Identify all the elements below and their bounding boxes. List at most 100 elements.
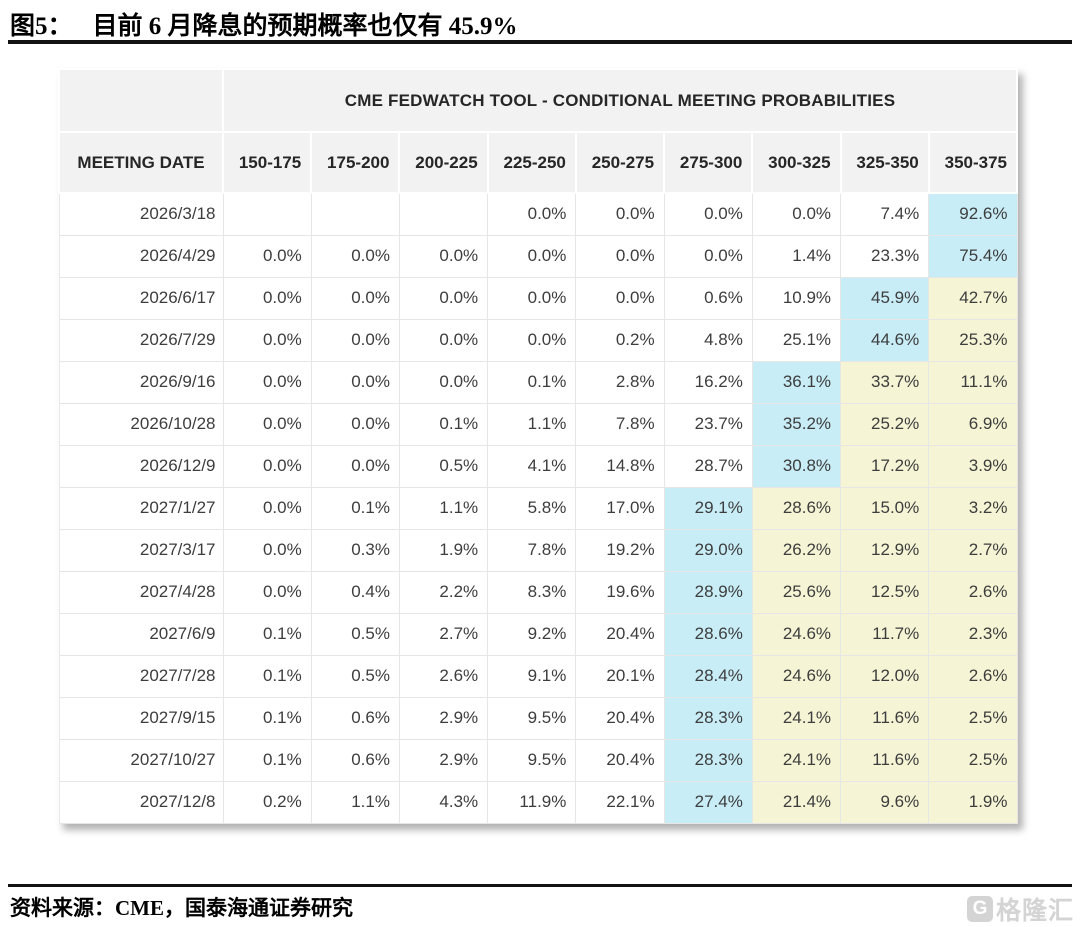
probability-cell: 9.5% <box>487 696 577 740</box>
probability-cell: 0.0% <box>487 276 577 320</box>
column-header-row: MEETING DATE 150-175 175-200 200-225 225-250… <box>58 131 1019 194</box>
probability-cell <box>310 192 400 236</box>
meeting-date-cell: 2027/9/15 <box>58 696 224 740</box>
rate-range-column-header: 350-375 <box>927 131 1019 194</box>
probability-cell: 25.3% <box>928 318 1018 362</box>
gelonghui-logo-text: 格隆汇 <box>995 897 1074 925</box>
probability-cell: 30.8% <box>751 444 842 488</box>
meeting-date-cell: 2027/7/28 <box>58 654 224 698</box>
probability-cell: 1.9% <box>398 528 489 572</box>
probability-cell: 35.2% <box>751 402 842 446</box>
probability-cell: 0.1% <box>487 360 577 404</box>
probability-cell: 26.2% <box>751 528 842 572</box>
probability-cell: 20.4% <box>575 696 665 740</box>
probability-cell: 11.7% <box>840 612 930 656</box>
probability-cell: 20.4% <box>575 738 665 782</box>
rate-range-column-header: 175-200 <box>310 131 401 194</box>
probability-cell: 0.1% <box>222 612 312 656</box>
source-attribution: 资料来源：CME，国泰海通证券研究 <box>10 896 353 920</box>
probability-cell: 27.4% <box>663 780 753 824</box>
probability-cell: 0.0% <box>487 192 577 236</box>
probability-cell: 12.5% <box>840 570 930 614</box>
probability-cell: 19.6% <box>575 570 665 614</box>
meeting-date-cell: 2027/12/8 <box>58 780 224 824</box>
figure-title: 图5： 目前 6 月降息的预期概率也仅有 45.9% <box>10 6 518 42</box>
probability-cell: 0.0% <box>222 402 312 446</box>
probability-cell: 4.3% <box>398 780 489 824</box>
probability-cell: 75.4% <box>928 234 1018 278</box>
probability-cell: 0.4% <box>310 570 400 614</box>
probability-cell: 33.7% <box>840 360 930 404</box>
rate-range-column-header: 200-225 <box>398 131 489 194</box>
probability-cell: 28.9% <box>663 570 753 614</box>
probability-cell: 0.0% <box>575 234 665 278</box>
table-row: 2026/9/16 0.0% 0.0% 0.0% 0.1% 2.8% 16.2% 36.1% 3… <box>58 360 1018 404</box>
probability-cell: 1.1% <box>487 402 577 446</box>
table-row: 2027/1/27 0.0% 0.1% 1.1% 5.8% 17.0% 29.1% 28.6%… <box>58 486 1018 530</box>
probability-cell: 28.4% <box>663 654 753 698</box>
probability-cell: 45.9% <box>840 276 930 320</box>
probability-cell: 0.0% <box>398 360 489 404</box>
table-row: 2026/7/29 0.0% 0.0% 0.0% 0.0% 0.2% 4.8% 25.1% 44… <box>58 318 1018 362</box>
probability-cell: 0.0% <box>222 528 312 572</box>
probability-cell: 7.8% <box>575 402 665 446</box>
probability-cell: 0.0% <box>751 192 842 236</box>
probability-cell: 28.6% <box>751 486 842 530</box>
probability-cell: 0.0% <box>310 234 400 278</box>
probability-cell: 1.9% <box>928 780 1018 824</box>
probability-cell: 24.6% <box>751 612 842 656</box>
table-body: 2026/3/18 0.0% 0.0% 0.0% 0.0% 7.4% 92.6% 2026/4… <box>58 192 1018 824</box>
table-row: 2027/4/28 0.0% 0.4% 2.2% 8.3% 19.6% 28.9% 25.6%… <box>58 570 1018 614</box>
rate-range-column-header: 225-250 <box>486 131 577 194</box>
probability-cell: 4.1% <box>487 444 577 488</box>
table-row: 2027/3/17 0.0% 0.3% 1.9% 7.8% 19.2% 29.0% 26.2%… <box>58 528 1018 572</box>
probability-cell: 0.5% <box>310 654 400 698</box>
probability-cell: 24.1% <box>751 696 842 740</box>
probability-cell: 0.1% <box>222 738 312 782</box>
probability-cell: 17.2% <box>840 444 930 488</box>
probability-cell: 14.8% <box>575 444 665 488</box>
probability-cell: 0.1% <box>310 486 400 530</box>
table-header: CME FEDWATCH TOOL - CONDITIONAL MEETING … <box>58 68 1019 194</box>
probability-cell: 0.0% <box>487 234 577 278</box>
probability-cell: 0.5% <box>398 444 489 488</box>
probability-cell: 2.2% <box>398 570 489 614</box>
probability-cell: 0.1% <box>222 696 312 740</box>
probability-cell: 42.7% <box>928 276 1018 320</box>
probability-cell: 0.3% <box>310 528 400 572</box>
rate-range-column-header: 150-175 <box>221 131 313 194</box>
probability-table: CME FEDWATCH TOOL - CONDITIONAL MEETING … <box>58 68 1019 824</box>
probability-cell: 0.6% <box>310 738 400 782</box>
probability-cell: 7.4% <box>840 192 930 236</box>
probability-cell: 36.1% <box>751 360 842 404</box>
probability-cell: 0.0% <box>222 486 312 530</box>
meeting-date-column-header: MEETING DATE <box>58 131 224 194</box>
probability-cell: 10.9% <box>751 276 842 320</box>
table-row: 2026/6/17 0.0% 0.0% 0.0% 0.0% 0.0% 0.6% 10.9% 45… <box>58 276 1018 320</box>
probability-cell: 15.0% <box>840 486 930 530</box>
probability-cell: 28.6% <box>663 612 753 656</box>
probability-cell: 0.2% <box>222 780 312 824</box>
probability-cell: 0.0% <box>487 318 577 362</box>
probability-cell: 23.7% <box>663 402 753 446</box>
figure-number-label: 图5： <box>10 13 73 40</box>
probability-cell: 12.9% <box>840 528 930 572</box>
probability-cell: 1.4% <box>751 234 842 278</box>
probability-cell: 1.1% <box>310 780 400 824</box>
probability-cell: 11.6% <box>840 738 930 782</box>
table-row: 2026/12/9 0.0% 0.0% 0.5% 4.1% 14.8% 28.7% 30.8%… <box>58 444 1018 488</box>
rate-range-column-header: 300-325 <box>751 131 842 194</box>
probability-cell: 2.5% <box>928 738 1018 782</box>
table-title-row: CME FEDWATCH TOOL - CONDITIONAL MEETING … <box>58 68 1018 133</box>
probability-cell: 24.6% <box>751 654 842 698</box>
probability-cell: 0.0% <box>310 360 400 404</box>
probability-cell: 16.2% <box>663 360 753 404</box>
title-divider-rule <box>8 40 1072 44</box>
probability-cell: 24.1% <box>751 738 842 782</box>
probability-cell <box>222 192 312 236</box>
probability-cell: 12.0% <box>840 654 930 698</box>
probability-cell: 44.6% <box>840 318 930 362</box>
probability-cell: 22.1% <box>575 780 665 824</box>
probability-cell: 9.2% <box>487 612 577 656</box>
